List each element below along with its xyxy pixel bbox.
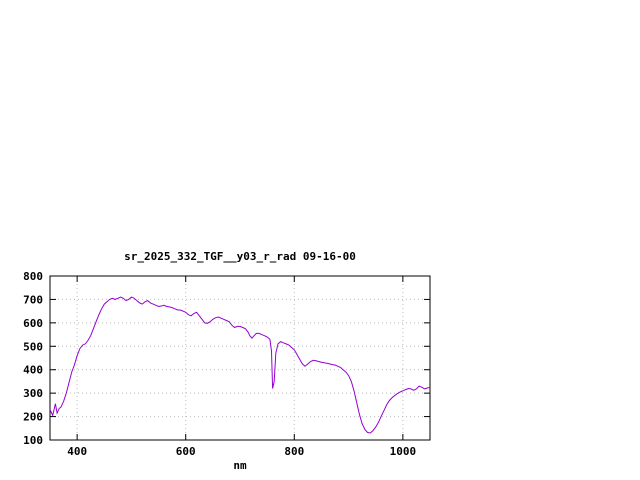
y-tick-label: 100: [23, 434, 43, 447]
x-tick-label: 800: [284, 445, 304, 458]
x-tick-label: 400: [67, 445, 87, 458]
chart-title: sr_2025_332_TGF__y03_r_rad 09-16-00: [124, 250, 356, 263]
x-tick-label: 600: [176, 445, 196, 458]
plot-border: [49, 275, 431, 441]
x-tick-label: 1000: [390, 445, 417, 458]
y-tick-label: 400: [23, 364, 43, 377]
y-tick-label: 500: [23, 340, 43, 353]
y-tick-label: 300: [23, 387, 43, 400]
spectrum-line: [49, 296, 431, 434]
x-axis-label: nm: [233, 459, 247, 472]
y-tick-label: 800: [23, 270, 43, 283]
y-tick-label: 600: [23, 317, 43, 330]
y-tick-label: 200: [23, 411, 43, 424]
y-tick-label: 700: [23, 293, 43, 306]
